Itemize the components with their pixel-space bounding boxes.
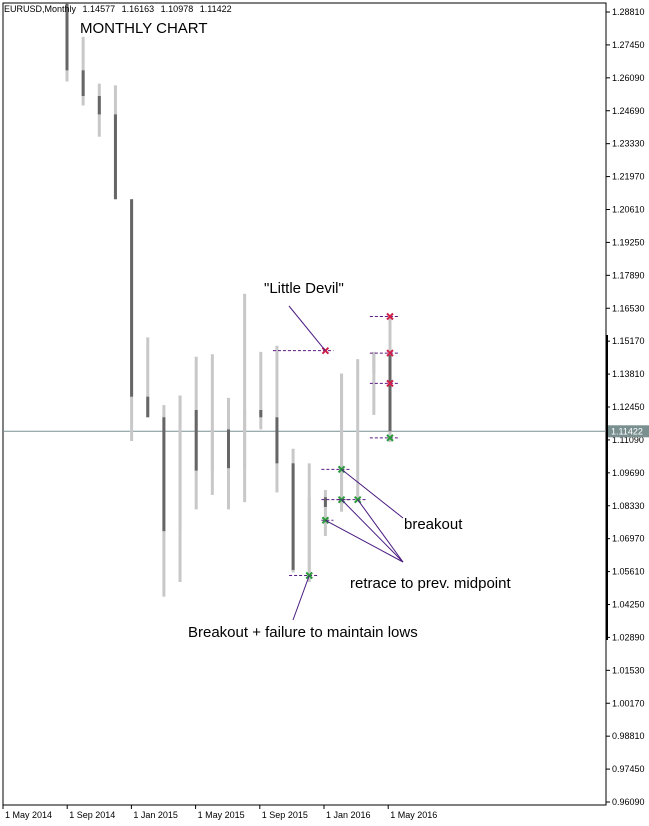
y-tick-label: 1.00170 — [612, 698, 645, 708]
bear-candle-body — [227, 429, 230, 469]
low-value: 1.10978 — [160, 4, 194, 14]
red-marker — [386, 379, 394, 388]
bull-candle-body — [356, 373, 360, 375]
y-tick-label: 1.06970 — [612, 534, 645, 544]
y-tick-label: 1.13810 — [612, 369, 645, 379]
symbol-label: EURUSD,Monthly — [4, 4, 77, 14]
bear-candle-body — [388, 355, 392, 432]
bear-candle-body — [113, 114, 117, 200]
chart-title: MONTHLY CHART — [80, 20, 208, 37]
bear-candle-body — [81, 70, 85, 97]
annotation-arrow-line — [341, 468, 404, 519]
y-tick-label: 1.27450 — [612, 40, 645, 50]
y-tick-label: 0.98810 — [612, 731, 645, 741]
chart-info-bar: EURUSD,Monthly 1.14577 1.16163 1.10978 1… — [4, 4, 236, 14]
y-tick-label: 1.21970 — [612, 172, 645, 182]
y-axis: 1.28810 1.27450 1.26090 1.24690 1.23330 1.219… — [606, 7, 649, 807]
bull-candle-body — [178, 395, 182, 532]
bear-candle-body — [146, 396, 150, 418]
y-tick-label: 1.09690 — [612, 468, 645, 478]
y-tick-label: 1.17890 — [612, 270, 645, 280]
y-tick-label: 1.11090 — [612, 435, 644, 445]
y-tick-label: 1.28810 — [612, 7, 645, 17]
y-tick-label: 0.97450 — [612, 764, 645, 774]
annotation-retrace: retrace to prev. midpoint — [350, 575, 511, 592]
axis-range-bar — [606, 335, 608, 640]
bear-candle-body — [291, 463, 295, 570]
bear-candle-body — [323, 497, 327, 507]
annotation-arrow-line — [288, 305, 326, 351]
y-tick-label: 1.08330 — [612, 501, 645, 511]
annotation-breakout: breakout — [404, 516, 463, 533]
bull-candle-body — [340, 373, 344, 507]
annotation-arrow-line — [341, 499, 404, 563]
y-tick-label: 1.19250 — [612, 237, 645, 247]
current-price-box — [607, 425, 649, 438]
bear-candle-body — [162, 417, 166, 532]
close-value: 1.11422 — [199, 4, 232, 14]
plot-area — [2, 2, 607, 806]
y-tick-label: 1.26090 — [612, 73, 645, 83]
x-tick-label: 1 May 2016 — [390, 810, 437, 820]
bear-candle-body — [130, 199, 134, 397]
annotation-breakout-failure: Breakout + failure to maintain lows — [188, 624, 418, 641]
current-price-label: 1.11422 — [611, 426, 643, 436]
y-tick-label: 1.04250 — [612, 600, 645, 610]
y-tick-label: 1.24690 — [612, 106, 645, 116]
open-value: 1.14577 — [82, 4, 116, 14]
x-tick-label: 1 Jan 2016 — [326, 810, 371, 820]
green-marker — [386, 434, 394, 442]
y-tick-label: 0.96090 — [612, 797, 645, 807]
high-value: 1.16163 — [121, 4, 155, 14]
y-tick-label: 1.20610 — [612, 205, 645, 215]
y-tick-label: 1.01530 — [612, 665, 645, 675]
bear-candle-body — [97, 96, 101, 115]
y-tick-label: 1.05610 — [612, 567, 645, 577]
bear-candle-body — [65, 3, 69, 71]
bear-candle-body — [275, 417, 279, 464]
annotation-arrow-line — [357, 499, 404, 563]
bull-candle-body — [210, 429, 214, 471]
annotation-little-devil: "Little Devil" — [264, 280, 344, 297]
bear-candle-body — [194, 410, 198, 471]
x-tick-label: 1 May 2015 — [198, 810, 245, 820]
y-tick-label: 1.23330 — [612, 139, 645, 149]
x-tick-label: 1 Sep 2014 — [69, 810, 115, 820]
x-tick-label: 1 May 2014 — [5, 810, 52, 820]
y-tick-label: 1.16530 — [612, 303, 645, 313]
y-tick-label: 1.12450 — [612, 402, 645, 412]
bull-candle-body — [243, 410, 247, 469]
plot-frame — [2, 2, 607, 806]
bear-candle-body — [259, 410, 263, 418]
candles — [65, 3, 392, 597]
x-tick-label: 1 Sep 2015 — [262, 810, 308, 820]
bull-candle-body — [372, 354, 376, 374]
bull-candle-body — [307, 497, 311, 570]
red-marker — [386, 312, 394, 321]
annotation-arrow-line — [292, 575, 310, 621]
annotation-arrow-line — [325, 519, 404, 563]
x-tick-label: 1 Jan 2015 — [133, 810, 178, 820]
y-tick-label: 1.15170 — [612, 336, 645, 346]
y-tick-label: 1.02890 — [612, 632, 645, 642]
x-axis: 1 May 2014 1 Sep 2014 1 Jan 2015 1 May 2015… — [2, 805, 437, 820]
red-marker — [386, 349, 394, 357]
annotation-arrows — [288, 305, 404, 621]
